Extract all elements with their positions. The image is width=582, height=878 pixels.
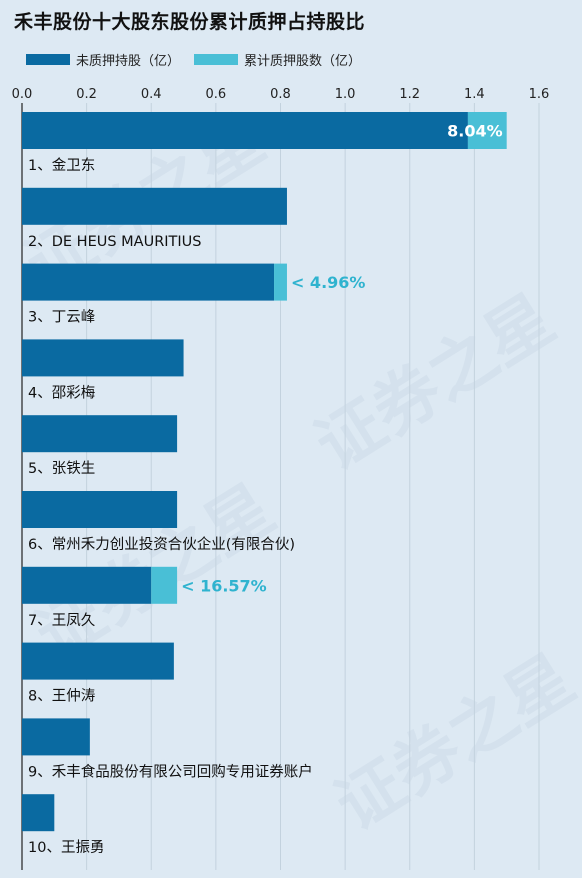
legend: 未质押持股（亿） 累计质押股数（亿） bbox=[26, 50, 375, 69]
category-label: 8、王仲涛 bbox=[28, 688, 95, 705]
bar-unpledged bbox=[22, 187, 287, 225]
x-tick-label: 1.6 bbox=[529, 87, 550, 102]
x-tick-label: 0.8 bbox=[270, 87, 291, 102]
x-tick-label: 0.0 bbox=[12, 87, 33, 102]
legend-label-pledged: 累计质押股数（亿） bbox=[244, 54, 362, 69]
bar-unpledged bbox=[22, 263, 275, 301]
category-label: 10、王振勇 bbox=[28, 839, 104, 856]
bar-unpledged bbox=[22, 642, 174, 680]
category-label: 4、邵彩梅 bbox=[28, 384, 95, 401]
data-label: < 16.57% bbox=[181, 576, 267, 595]
x-tick-label: 0.4 bbox=[141, 87, 162, 102]
x-tick-label: 1.4 bbox=[464, 87, 485, 102]
bar-unpledged bbox=[22, 415, 178, 453]
chart-title: 禾丰股份十大股东股份累计质押占持股比 bbox=[14, 11, 366, 33]
bar-pledged bbox=[467, 112, 507, 149]
legend-label-unpledged: 未质押持股（亿） bbox=[76, 54, 181, 69]
bar-unpledged bbox=[22, 718, 90, 756]
bar-pledged bbox=[151, 566, 178, 604]
legend-item-pledged: 累计质押股数（亿） bbox=[194, 50, 361, 69]
category-label: 6、常州禾力创业投资合伙企业(有限合伙) bbox=[28, 535, 295, 553]
bar-pledged bbox=[274, 263, 287, 301]
legend-swatch-unpledged bbox=[26, 54, 70, 65]
bar-unpledged bbox=[22, 491, 178, 528]
data-label: 8.04% bbox=[447, 122, 503, 141]
x-tick-label: 1.0 bbox=[335, 87, 356, 102]
category-label: 2、DE HEUS MAURITIUS bbox=[28, 234, 202, 250]
x-tick-label: 0.2 bbox=[76, 87, 97, 102]
category-label: 5、张铁生 bbox=[28, 460, 95, 477]
legend-swatch-pledged bbox=[194, 54, 239, 65]
legend-item-unpledged: 未质押持股（亿） bbox=[26, 50, 180, 69]
bar-unpledged bbox=[22, 339, 184, 377]
category-label: 3、丁云峰 bbox=[28, 309, 95, 326]
bar-unpledged bbox=[22, 112, 468, 149]
x-tick-label: 0.6 bbox=[206, 87, 227, 102]
category-label: 7、王凤久 bbox=[28, 612, 96, 629]
x-tick-label: 1.2 bbox=[399, 87, 420, 102]
category-label: 9、禾丰食品股份有限公司回购专用证券账户 bbox=[28, 763, 313, 780]
category-label: 1、金卫东 bbox=[28, 157, 95, 174]
bar-unpledged bbox=[22, 566, 152, 604]
data-label: < 4.96% bbox=[291, 273, 365, 292]
bar-unpledged bbox=[22, 794, 55, 832]
